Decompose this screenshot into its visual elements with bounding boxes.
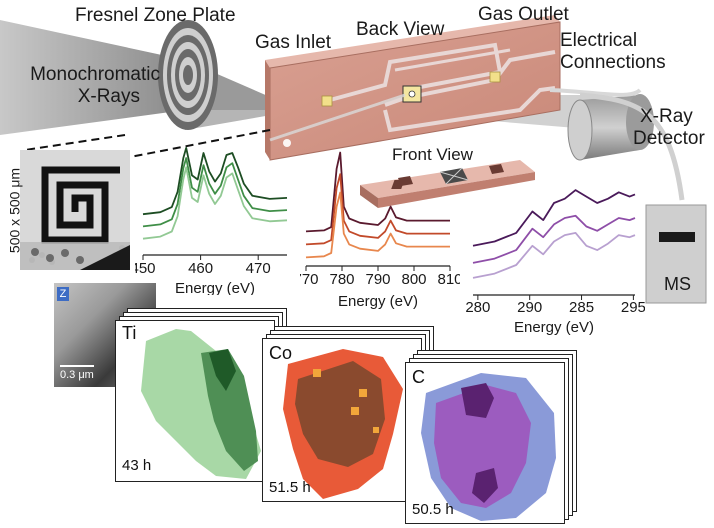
xrays-label: X-Rays (77, 86, 140, 107)
monochromatic-label: Monochromatic (30, 64, 160, 85)
x-tick-label: 470 (246, 260, 271, 277)
series-line-0 (142, 147, 288, 216)
back-view-label: Back View (356, 19, 445, 40)
x-tick-label: 460 (188, 260, 213, 277)
gas-inlet-label: Gas Inlet (255, 32, 332, 53)
c-spectrum-chart: 280 290 285 295 Energy (eV) (465, 189, 645, 336)
ms-display (659, 232, 695, 242)
ti-map-element: Ti (122, 323, 137, 343)
x-tick-label: 780 (329, 271, 354, 288)
ms-label: MS (664, 274, 691, 294)
x-tick-label: 810 (437, 271, 460, 288)
series-line-1 (305, 173, 450, 246)
x-tick-label: 295 (621, 299, 645, 316)
c-map-time: 50.5 h (412, 501, 454, 518)
series-line-2 (472, 232, 636, 279)
zone-plate-sem (20, 150, 130, 270)
fresnel-zone-plate (158, 20, 218, 130)
scale-bar-line (60, 365, 94, 367)
xray-beam-in (0, 20, 185, 135)
z-badge: Z (57, 287, 69, 301)
co-map-time: 51.5 h (269, 479, 311, 496)
series-line-0 (472, 189, 636, 247)
ti-map: Ti 43 h (115, 320, 275, 482)
c-map-element: C (412, 367, 425, 387)
x-tick-label: 450 (135, 260, 156, 277)
x-tick-label: 280 (465, 299, 490, 316)
series-line-1 (142, 157, 288, 228)
x-tick-label: 800 (401, 271, 426, 288)
co-map-region-mid (295, 361, 385, 467)
mass-spec-box (645, 204, 707, 304)
co-spectrum-chart: 770 780 790 800 810 Energy (eV) (300, 151, 460, 310)
ti-map-region-dark (209, 349, 236, 391)
zone-plate-size-label: 500 x 500 μm (6, 167, 23, 254)
scale-bar-label: 0.3 μm (60, 369, 94, 381)
x-tick-label: 790 (365, 271, 390, 288)
gas-outlet-label: Gas Outlet (478, 4, 569, 25)
gas-inlet-port (321, 95, 333, 107)
co-map: Co 51.5 h (262, 338, 422, 502)
front-view-label: Front View (392, 145, 473, 164)
xray-detector (567, 94, 654, 161)
xray-detector-label-2: Detector (633, 128, 705, 149)
chip-back-view (265, 15, 561, 161)
x-tick-label: 285 (569, 299, 594, 316)
fresnel-zone-plate-label: Fresnel Zone Plate (75, 5, 236, 26)
c-map: C 50.5 h (405, 362, 565, 524)
ti-spectrum-chart: 450 460 470 Energy (eV) (135, 147, 288, 295)
x-axis-label: Energy (eV) (514, 319, 594, 336)
series-line-2 (305, 191, 450, 259)
x-tick-label: 290 (517, 299, 542, 316)
x-axis-label: Energy (eV) (175, 280, 255, 295)
zoom-line-bottom (124, 129, 271, 159)
electrical-label-2: Connections (560, 52, 666, 73)
chip-front-view (360, 160, 535, 208)
zoom-line-top (24, 134, 126, 151)
ti-map-region-mid (201, 349, 258, 471)
c-map-region-dark (461, 383, 494, 418)
series-line-0 (305, 151, 450, 233)
co-map-element: Co (269, 343, 293, 363)
x-axis-label: Energy (eV) (338, 293, 418, 310)
series-line-1 (472, 214, 636, 264)
c-map-region-mid (434, 385, 531, 508)
ti-map-time: 43 h (122, 457, 152, 474)
electrical-label-1: Electrical (560, 30, 638, 51)
series-line-2 (142, 166, 288, 240)
xray-detector-label-1: X-Ray (640, 106, 693, 127)
gas-outlet-port (489, 71, 501, 83)
x-tick-label: 770 (300, 271, 319, 288)
